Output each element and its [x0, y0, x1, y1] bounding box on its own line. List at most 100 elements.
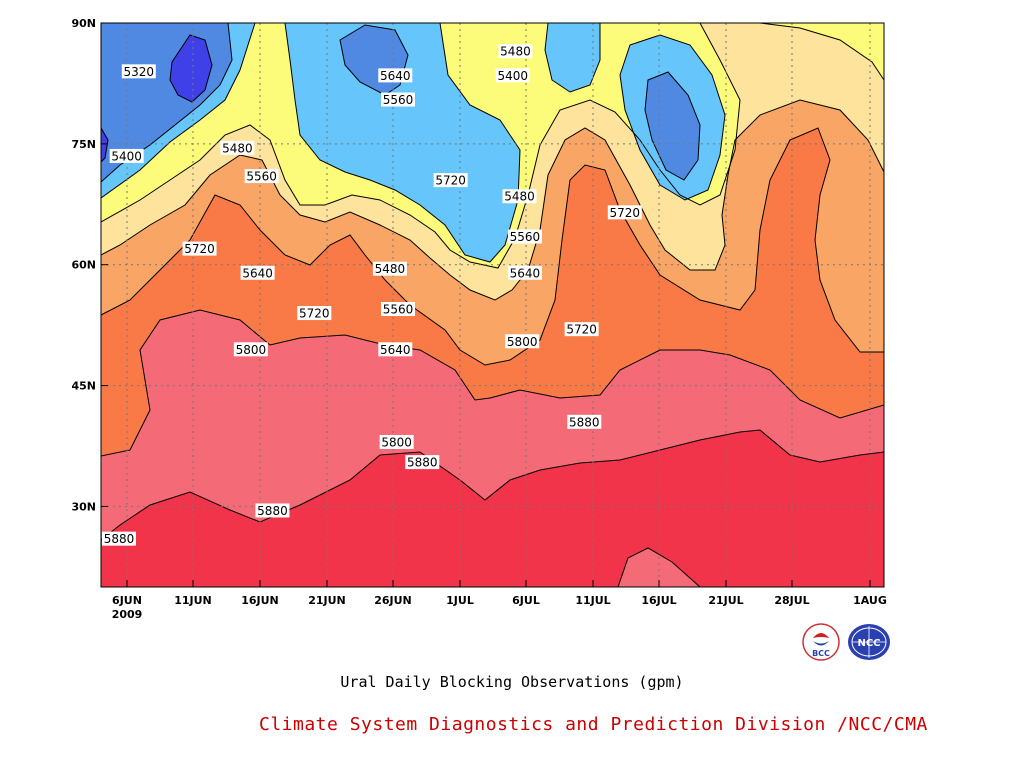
contour-label-text: 5800 — [507, 335, 538, 349]
contour-label: 5640 — [240, 265, 275, 280]
contour-label-bg — [378, 342, 413, 357]
contour-label-bg — [495, 68, 530, 83]
contour-labels: 5320 5400 5480 5560 5640 5720 5720 5800 5880 5880… — [102, 44, 642, 546]
band-lt5320 — [170, 35, 212, 102]
contour-label-text: 5480 — [500, 45, 531, 59]
y-tick-label: 30N — [71, 500, 96, 513]
contour-label-text: 5480 — [504, 190, 535, 204]
band-5400-center — [285, 23, 520, 262]
x-tick-label: 21JUN — [308, 594, 346, 607]
contour-label: 5480 — [502, 189, 537, 204]
contour-label-text: 5880 — [407, 456, 438, 470]
contour-label-bg — [220, 140, 255, 155]
contour-label-bg — [372, 261, 407, 276]
x-tick-label: 21JUL — [708, 594, 743, 607]
chart-title: Ural Daily Blocking Observations (gpm) — [340, 673, 684, 691]
contour-label-bg — [381, 302, 415, 317]
contour-label-text: 5640 — [510, 266, 541, 280]
credit-line: Climate System Diagnostics and Predictio… — [259, 714, 928, 735]
x-tick-label: 28JUL — [774, 594, 809, 607]
contour-label: 5800 — [379, 434, 414, 449]
x-tick-label: 6JUN — [112, 594, 142, 607]
contour-label: 5480 — [220, 140, 255, 155]
y-axis: 30N 45N 60N 75N 90N — [71, 17, 108, 513]
contour-label-bg — [244, 169, 279, 184]
contour-label-bg — [182, 241, 217, 256]
contour-label-bg — [297, 306, 332, 321]
x-tick-label: 16JUL — [641, 594, 676, 607]
contour-label: 5800 — [233, 342, 268, 357]
contour-fills — [101, 23, 884, 587]
contour-label-text: 5560 — [246, 170, 277, 184]
contour-label-bg — [564, 322, 599, 337]
contour-label-bg — [507, 265, 542, 280]
x-axis: 6JUN 11JUN 16JUN 21JUN 26JUN 1JUL 6JUL 11JUL 16J… — [112, 580, 887, 621]
contour-label: 5560 — [381, 92, 415, 107]
contour-label-bg — [507, 229, 542, 244]
contour-label: 5400 — [495, 68, 530, 83]
contour-label-text: 5560 — [383, 303, 414, 317]
contour-label-text: 5800 — [236, 343, 267, 357]
contour-label: 5880 — [567, 414, 602, 429]
contour-label-text: 5640 — [242, 266, 273, 280]
plot-frame — [100, 22, 885, 588]
contour-label-bg — [121, 64, 156, 79]
contour-label-text: 5720 — [299, 307, 330, 321]
grid-lines — [101, 23, 884, 587]
contour-label-text: 5560 — [510, 230, 541, 244]
contour-label-bg — [433, 173, 468, 188]
contour-label-text: 5880 — [569, 415, 600, 429]
contour-label-bg — [381, 92, 415, 107]
contour-label-bg — [255, 503, 290, 518]
contour-label-bg — [607, 205, 642, 220]
contour-label: 5480 — [372, 261, 407, 276]
contour-label: 5720 — [182, 241, 217, 256]
contour-label-text: 5720 — [566, 323, 597, 337]
band-lt5320-edge — [101, 128, 108, 162]
contour-label: 5320 — [121, 64, 156, 79]
contour-label: 5480 — [498, 44, 533, 59]
contour-label-text: 5880 — [257, 504, 288, 518]
contour-label-bg — [505, 334, 540, 349]
contour-label: 5560 — [507, 229, 542, 244]
contour-label: 5880 — [102, 531, 136, 546]
contour-label-bg — [109, 148, 144, 163]
contour-label-text: 5720 — [610, 206, 641, 220]
contour-lines — [101, 23, 884, 587]
y-tick-label: 60N — [71, 259, 96, 272]
x-tick-label: 11JUN — [174, 594, 212, 607]
contour-label-bg — [567, 414, 602, 429]
contour-label: 5720 — [433, 173, 468, 188]
contour-label-text: 5480 — [375, 262, 406, 276]
contour-label: 5880 — [405, 455, 440, 470]
bcc-logo-text: BCC — [812, 649, 830, 658]
contour-label: 5720 — [297, 306, 332, 321]
ncc-logo-text: NCC — [857, 638, 880, 649]
x-tick-label: 11JUL — [575, 594, 610, 607]
contour-label: 5880 — [255, 503, 290, 518]
contour-label-text: 5800 — [381, 435, 412, 449]
contour-label-text: 5880 — [104, 532, 135, 546]
contour-label-text: 5560 — [383, 93, 414, 107]
contour-label-bg — [405, 455, 440, 470]
band-5320-right — [645, 72, 700, 180]
contour-label-bg — [102, 531, 136, 546]
contour-label: 5560 — [244, 169, 279, 184]
x-year-label: 2009 — [112, 608, 143, 621]
contour-label-text: 5640 — [380, 69, 411, 83]
contour-label-text: 5400 — [497, 69, 528, 83]
contour-label-bg — [240, 265, 275, 280]
x-tick-label: 6JUL — [512, 594, 540, 607]
contour-label-text: 5400 — [111, 149, 142, 163]
contour-label: 5720 — [607, 205, 642, 220]
contour-label: 5560 — [381, 302, 415, 317]
x-tick-label: 16JUN — [241, 594, 279, 607]
contour-label-bg — [378, 68, 413, 83]
contour-label-text: 5720 — [435, 174, 466, 188]
y-tick-label: 75N — [71, 138, 96, 151]
band-5800-bubble — [618, 548, 700, 587]
contour-label: 5800 — [505, 334, 540, 349]
contour-label-text: 5640 — [380, 343, 411, 357]
x-tick-label: 1AUG — [853, 594, 887, 607]
